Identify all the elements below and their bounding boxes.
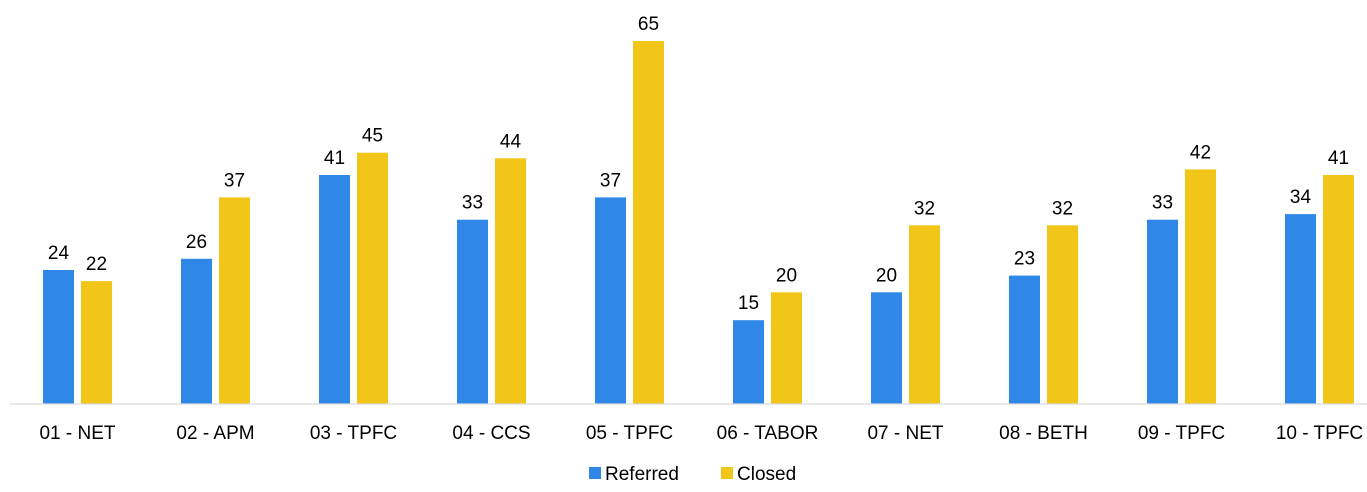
bar-referred-6 xyxy=(733,320,764,404)
x-tick-label-2: 02 - APM xyxy=(176,423,254,444)
data-label-referred-3: 41 xyxy=(324,148,345,169)
data-label-referred-2: 26 xyxy=(186,232,207,253)
data-label-referred-8: 23 xyxy=(1014,249,1035,270)
x-tick-label-10: 10 - TPFC xyxy=(1276,423,1363,444)
bar-closed-10 xyxy=(1323,175,1354,404)
legend-swatch-referred xyxy=(589,467,601,479)
bar-closed-9 xyxy=(1185,169,1216,404)
bar-closed-2 xyxy=(219,197,250,404)
bar-referred-10 xyxy=(1285,214,1316,404)
bar-referred-8 xyxy=(1009,275,1040,404)
data-label-referred-7: 20 xyxy=(876,265,897,286)
data-label-referred-5: 37 xyxy=(600,170,621,191)
data-label-referred-10: 34 xyxy=(1290,187,1312,208)
x-tick-label-9: 09 - TPFC xyxy=(1138,423,1225,444)
bar-referred-5 xyxy=(595,197,626,404)
legend: Referred Closed xyxy=(589,464,796,485)
data-label-closed-5: 65 xyxy=(638,14,659,35)
bar-referred-7 xyxy=(871,292,902,404)
bar-referred-9 xyxy=(1147,219,1178,404)
data-label-closed-2: 37 xyxy=(224,170,245,191)
x-tick-label-1: 01 - NET xyxy=(39,423,115,444)
bar-referred-4 xyxy=(457,219,488,404)
bar-closed-6 xyxy=(771,292,802,404)
x-tick-label-4: 04 - CCS xyxy=(452,423,530,444)
bar-closed-8 xyxy=(1047,225,1078,404)
legend-label-closed: Closed xyxy=(737,464,796,485)
data-label-closed-6: 20 xyxy=(776,265,797,286)
bar-closed-1 xyxy=(81,281,112,404)
x-tick-label-5: 05 - TPFC xyxy=(586,423,673,444)
bar-closed-3 xyxy=(357,152,388,404)
legend-swatch-closed xyxy=(721,467,733,479)
bars-layer xyxy=(43,41,1354,404)
x-tick-label-6: 06 - TABOR xyxy=(717,423,819,444)
data-label-closed-7: 32 xyxy=(914,198,935,219)
bar-referred-2 xyxy=(181,258,212,404)
x-tick-labels: 01 - NET 02 - APM 03 - TPFC 04 - CCS 05 - TP… xyxy=(39,423,1363,444)
data-label-closed-3: 45 xyxy=(362,126,383,147)
data-label-closed-4: 44 xyxy=(500,131,522,152)
data-label-closed-8: 32 xyxy=(1052,198,1073,219)
data-label-closed-9: 42 xyxy=(1190,142,1211,163)
bar-closed-4 xyxy=(495,158,526,404)
data-labels-layer: 24 22 26 37 41 45 33 44 37 65 15 20 20 32 23 32 33 42 34 41 xyxy=(48,14,1349,314)
data-label-closed-10: 41 xyxy=(1328,148,1349,169)
bar-closed-5 xyxy=(633,41,664,404)
data-label-referred-6: 15 xyxy=(738,293,759,314)
x-tick-label-3: 03 - TPFC xyxy=(310,423,397,444)
bar-closed-7 xyxy=(909,225,940,404)
x-tick-label-7: 07 - NET xyxy=(867,423,943,444)
data-label-referred-9: 33 xyxy=(1152,193,1173,214)
x-tick-label-8: 08 - BETH xyxy=(999,423,1088,444)
data-label-referred-1: 24 xyxy=(48,243,70,264)
bar-referred-1 xyxy=(43,270,74,404)
bar-referred-3 xyxy=(319,175,350,404)
data-label-referred-4: 33 xyxy=(462,193,483,214)
data-label-closed-1: 22 xyxy=(86,254,107,275)
legend-label-referred: Referred xyxy=(605,464,679,485)
